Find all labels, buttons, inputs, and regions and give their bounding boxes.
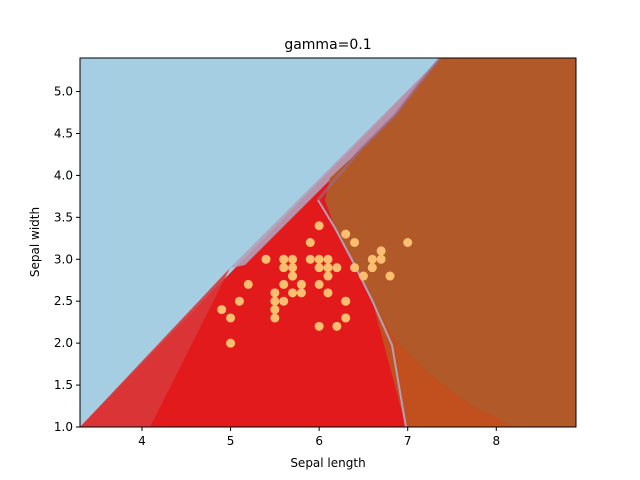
y-tick-label: 2.5 [54, 294, 73, 308]
data-point [226, 313, 236, 323]
x-tick-label: 7 [404, 434, 412, 448]
y-axis-label: Sepal width [28, 207, 42, 277]
scatter-points [217, 221, 413, 348]
data-point [314, 263, 324, 273]
data-point [376, 246, 386, 256]
x-tick-label: 6 [315, 434, 323, 448]
data-point [367, 263, 377, 273]
y-tick-label: 3.5 [54, 210, 73, 224]
region-class-2 [325, 58, 576, 427]
y-tick-label: 4.5 [54, 126, 73, 140]
y-tick-label: 1.5 [54, 378, 73, 392]
y-tick-label: 5.0 [54, 85, 73, 99]
data-point [350, 238, 360, 247]
x-axis-label: Sepal length [290, 456, 365, 470]
y-axis-ticks: 1.0 1.5 2.0 2.5 3.0 3.5 4.0 4.5 5.0 [54, 85, 80, 434]
data-point [279, 263, 289, 273]
x-tick-label: 8 [492, 434, 500, 448]
data-point [350, 263, 360, 273]
plot-frame [79, 57, 577, 428]
data-point [261, 254, 271, 264]
data-point [243, 279, 253, 289]
data-point [332, 263, 342, 273]
data-point [332, 321, 342, 331]
y-tick-label: 3.0 [54, 252, 73, 266]
data-point [323, 263, 333, 273]
data-point [403, 238, 413, 247]
data-point [279, 279, 289, 289]
data-point [385, 271, 395, 281]
data-point [305, 238, 315, 247]
data-point [323, 254, 333, 264]
data-point [314, 279, 324, 289]
data-point [376, 254, 386, 264]
region-class-2-lower [372, 300, 514, 427]
data-point [270, 305, 280, 315]
data-point [358, 271, 368, 281]
data-point [314, 321, 324, 331]
region-class-1-left-shade [80, 268, 230, 427]
data-point [296, 279, 306, 289]
data-point [314, 221, 324, 231]
data-point [323, 271, 333, 281]
data-point [367, 254, 377, 264]
data-point [305, 254, 315, 264]
x-tick-label: 4 [138, 434, 146, 448]
region-boundary-band [230, 58, 452, 268]
data-point [279, 254, 289, 264]
data-point [279, 296, 289, 306]
data-point [270, 296, 280, 306]
y-tick-label: 1.0 [54, 420, 73, 434]
y-tick-label: 2.0 [54, 336, 73, 350]
data-point [217, 305, 227, 315]
data-point [341, 313, 351, 323]
data-point [288, 271, 298, 281]
data-point [270, 288, 280, 298]
x-tick-label: 5 [227, 434, 235, 448]
y-tick-label: 4.0 [54, 168, 73, 182]
x-axis-ticks: 4 5 6 7 8 [138, 427, 500, 448]
boundary-line-upper [316, 58, 442, 201]
data-point [288, 254, 298, 264]
data-point [341, 296, 351, 306]
data-point [288, 288, 298, 298]
data-point [270, 313, 280, 323]
data-point [226, 338, 236, 348]
decision-regions [80, 58, 576, 427]
data-point [234, 296, 244, 306]
data-point [288, 263, 298, 273]
data-point [314, 254, 324, 264]
data-point [323, 288, 333, 298]
data-point [341, 229, 351, 239]
chart-title: gamma=0.1 [284, 37, 371, 53]
data-point [296, 288, 306, 298]
